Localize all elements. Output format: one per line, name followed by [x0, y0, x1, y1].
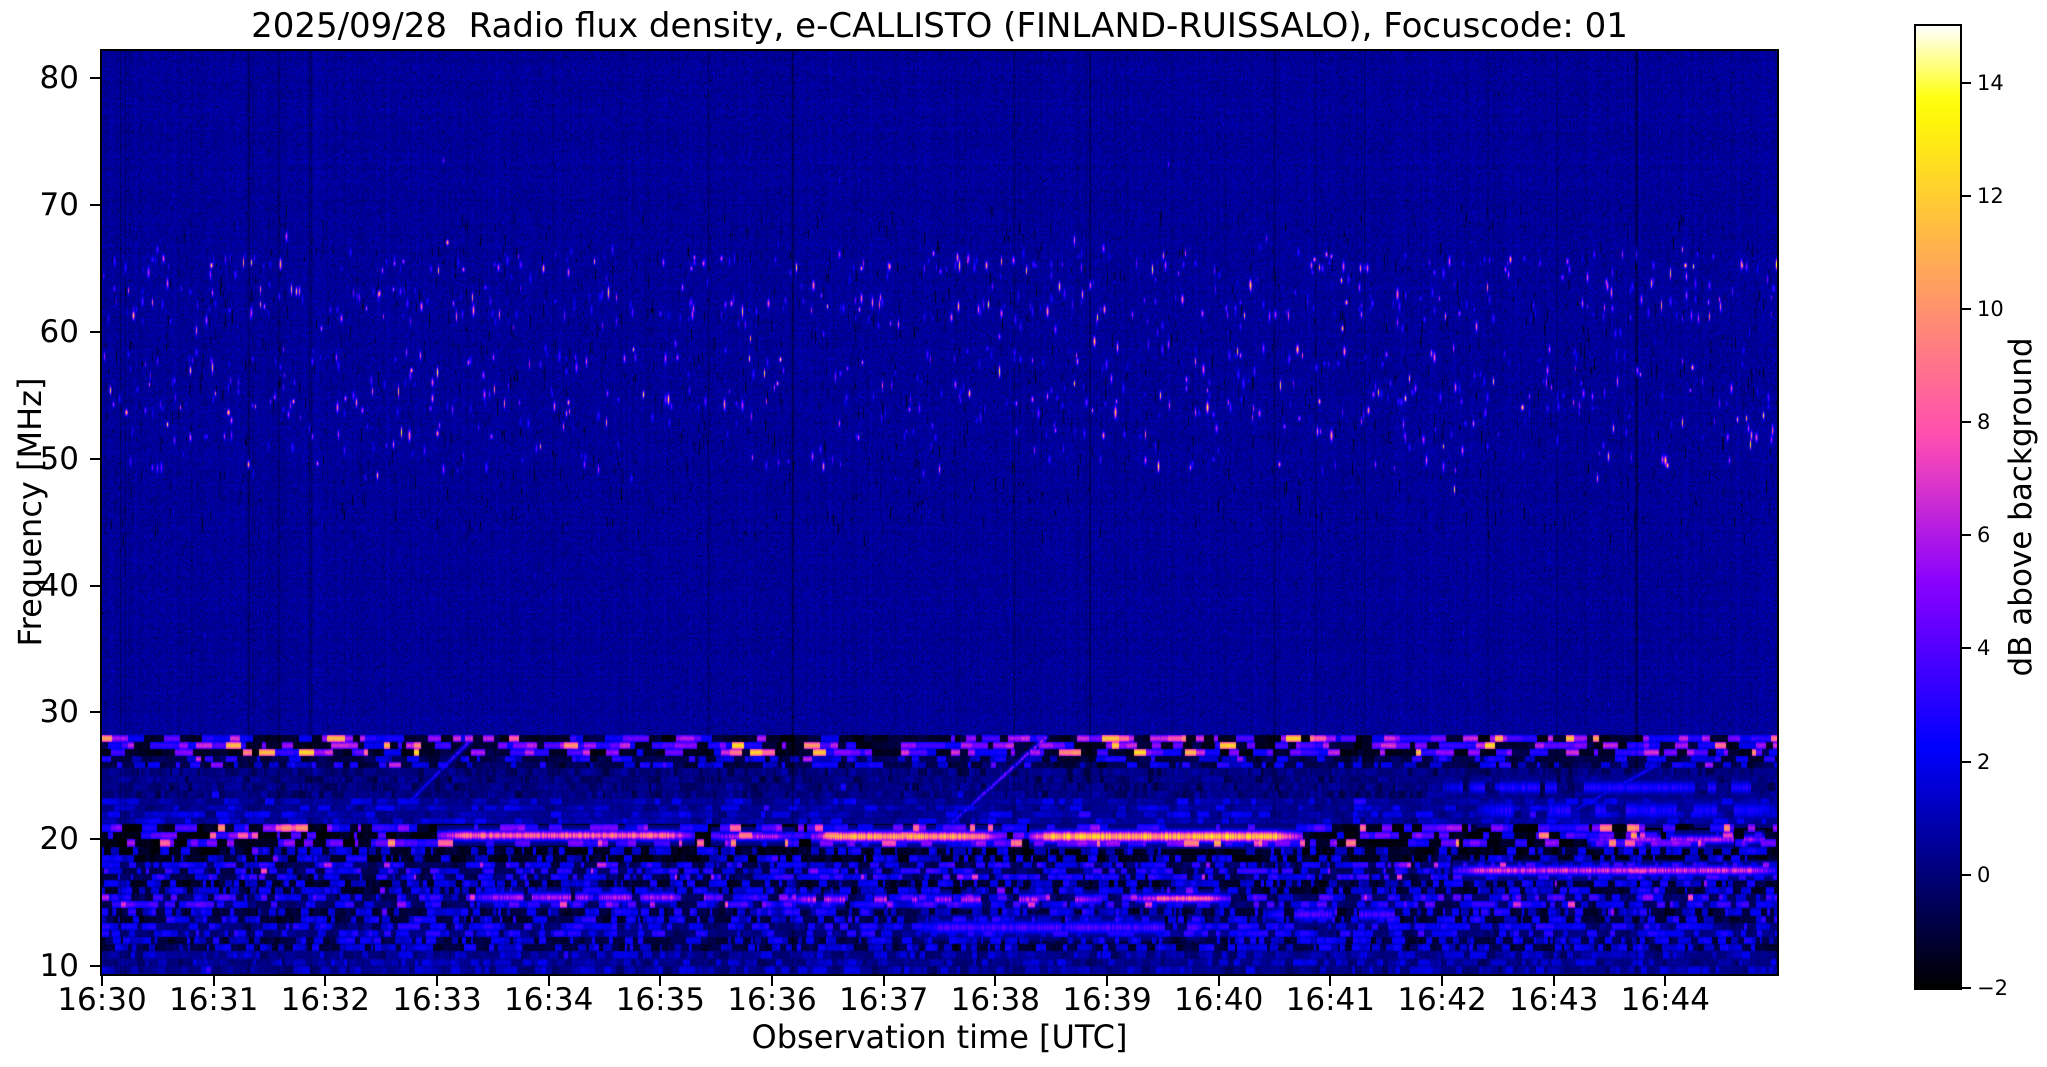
y-tick-label: 70	[39, 186, 79, 223]
colorbar-tick-label: 10	[1977, 296, 2004, 321]
x-tick	[1664, 976, 1667, 986]
x-tick	[771, 976, 773, 986]
colorbar-tick-label: 12	[1977, 183, 2004, 208]
x-tick	[212, 976, 215, 986]
colorbar-tick	[1962, 194, 1971, 197]
colorbar-label: dB above background	[2003, 337, 2039, 677]
colorbar-tick-label: 4	[1977, 636, 1991, 661]
x-tick	[436, 976, 438, 986]
colorbar-tick-label: 6	[1977, 523, 1991, 548]
colorbar-gradient	[1916, 26, 1960, 988]
colorbar-tick	[1962, 81, 1971, 84]
x-tick-label: 16:36	[727, 982, 817, 1018]
y-axis-label: Frequency [MHz]	[11, 377, 49, 647]
y-tick-label: 60	[39, 313, 79, 350]
colorbar-tick	[1962, 534, 1971, 537]
colorbar-tick-label: 2	[1977, 749, 1991, 774]
x-tick-label: 16:32	[280, 982, 370, 1018]
x-tick-label: 16:42	[1397, 982, 1487, 1018]
x-tick-label: 16:34	[503, 982, 594, 1018]
y-tick-label: 40	[39, 567, 79, 604]
x-tick	[324, 976, 327, 986]
y-tick-label: 20	[39, 821, 79, 858]
x-tick-label: 16:43	[1508, 982, 1599, 1018]
y-tick-label: 50	[39, 440, 79, 477]
x-tick	[1552, 976, 1555, 986]
y-tick	[90, 838, 100, 841]
x-tick	[882, 976, 885, 986]
colorbar-tick	[1962, 760, 1971, 763]
y-tick-label: 30	[39, 694, 79, 731]
colorbar-tick-label: 8	[1977, 410, 1991, 435]
x-tick	[1329, 976, 1332, 986]
colorbar-tick	[1962, 873, 1971, 876]
x-tick	[1217, 976, 1220, 986]
colorbar-tick-label: 14	[1977, 70, 2004, 95]
x-tick-label: 16:38	[950, 982, 1040, 1018]
colorbar-tick	[1962, 421, 1971, 424]
x-tick	[1106, 976, 1108, 986]
x-tick-label: 16:35	[615, 982, 705, 1018]
y-tick	[90, 711, 100, 714]
colorbar-tick	[1962, 987, 1971, 989]
y-tick	[90, 76, 100, 79]
y-tick	[90, 330, 100, 333]
x-axis-label: Observation time [UTC]	[751, 1018, 1128, 1056]
colorbar-tick	[1962, 647, 1971, 650]
x-tick-label: 16:33	[392, 982, 482, 1018]
chart-title: 2025/09/28 Radio flux density, e-CALLIST…	[251, 6, 1628, 46]
x-tick-label: 16:37	[838, 982, 929, 1018]
y-tick	[90, 203, 100, 206]
y-tick	[90, 584, 100, 587]
colorbar-tick-label: 0	[1977, 862, 1991, 887]
x-tick	[659, 976, 662, 986]
colorbar-tick-label: −2	[1977, 976, 2008, 1000]
x-tick-label: 16:41	[1285, 982, 1375, 1018]
y-tick-label: 10	[39, 948, 79, 985]
spectrogram-heatmap	[102, 51, 1777, 974]
x-tick-label: 16:39	[1062, 982, 1152, 1018]
y-tick	[90, 457, 100, 460]
colorbar-tick	[1962, 307, 1971, 310]
x-tick-label: 16:31	[168, 982, 259, 1018]
x-tick-label: 16:40	[1173, 982, 1264, 1018]
x-tick	[547, 976, 550, 986]
x-tick-label: 16:44	[1620, 982, 1710, 1018]
y-tick-label: 80	[39, 59, 79, 96]
x-tick	[994, 976, 997, 986]
y-tick	[90, 965, 100, 968]
x-tick-label: 16:30	[57, 982, 147, 1018]
x-tick	[1441, 976, 1443, 986]
x-tick	[101, 976, 103, 986]
